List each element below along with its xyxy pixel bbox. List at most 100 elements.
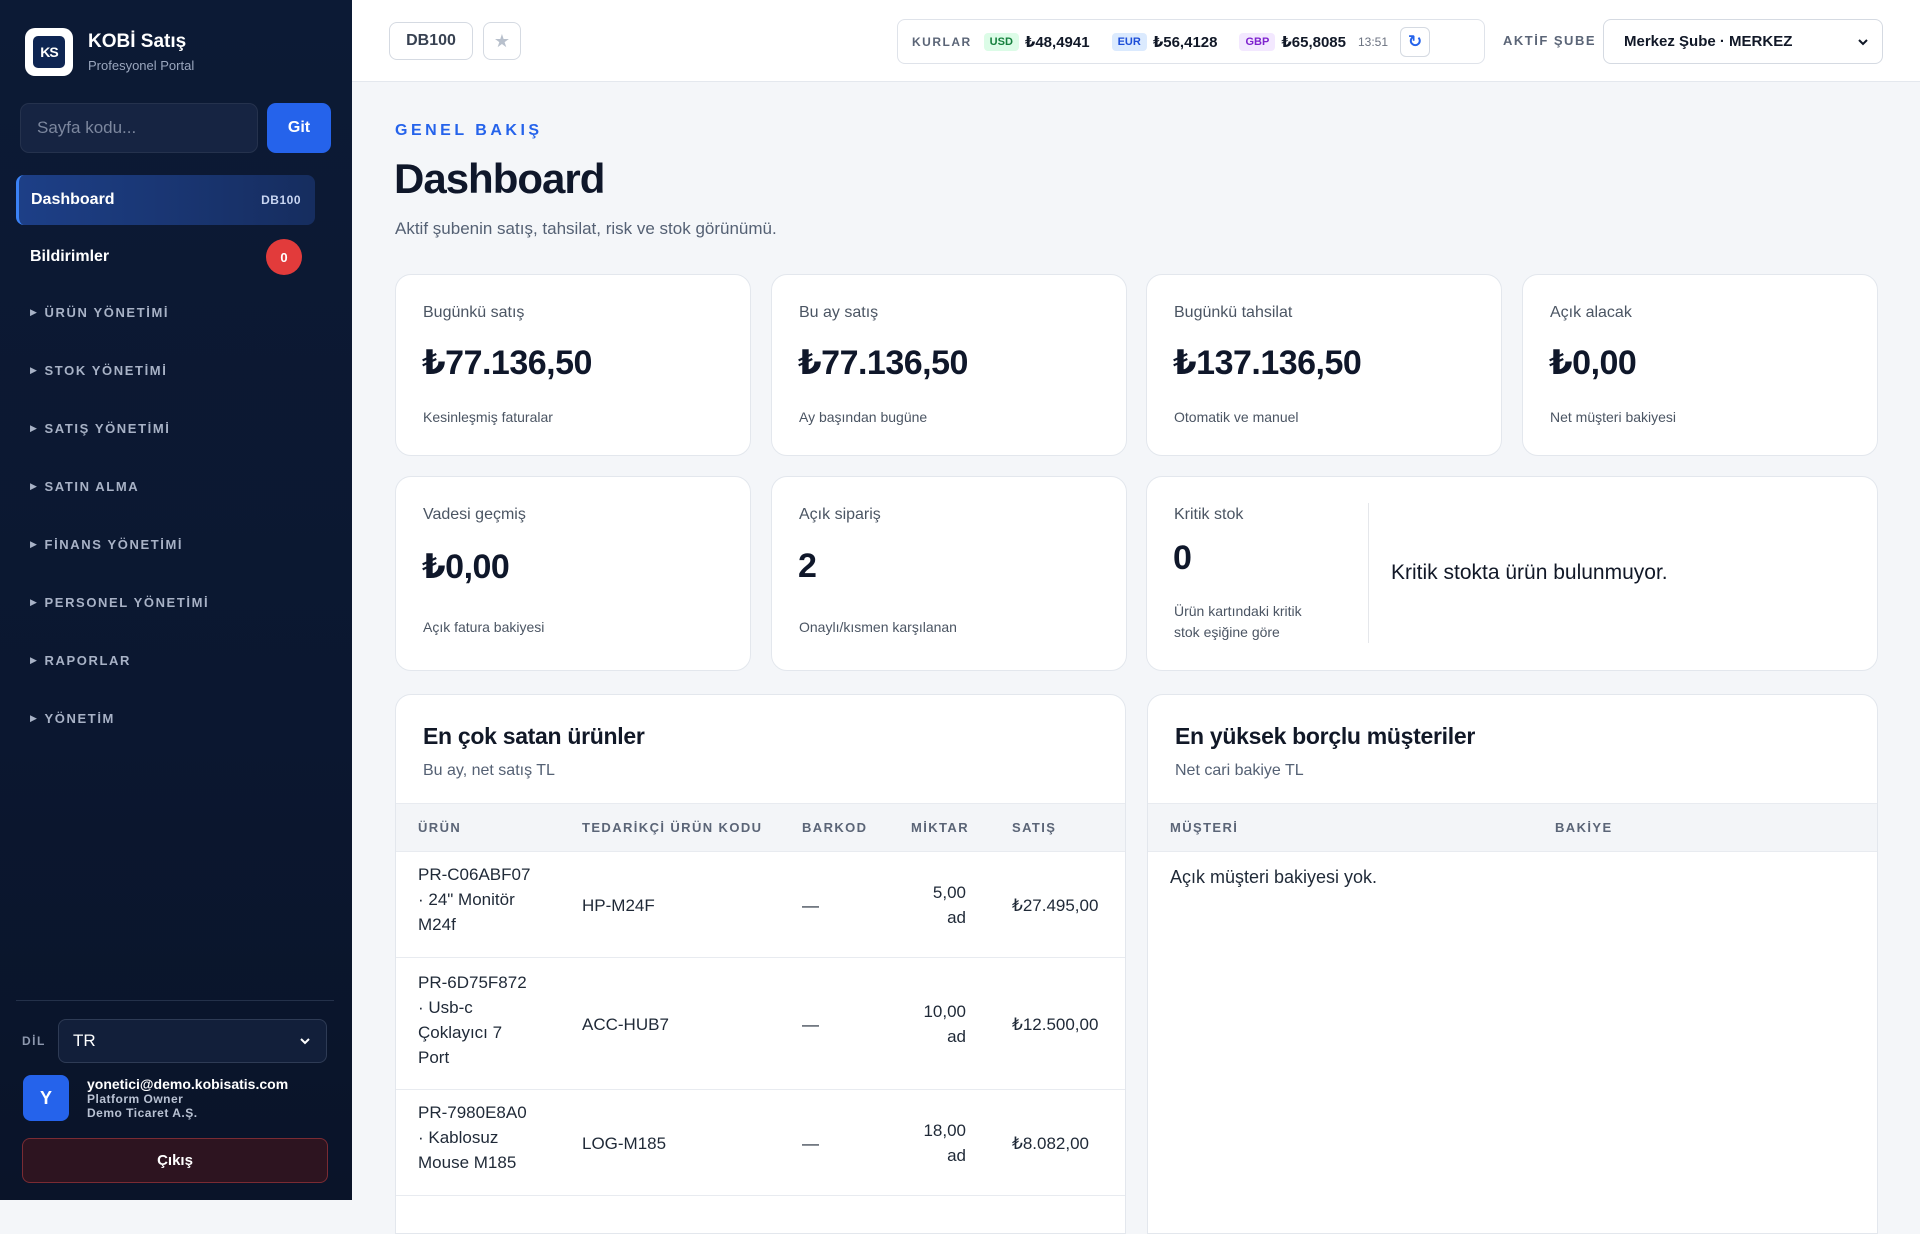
page-title: Dashboard — [394, 155, 605, 202]
page-code-badge: DB100 — [389, 22, 473, 60]
column-header[interactable]: ÜRÜN — [418, 820, 462, 835]
sidebar-section-purchasing[interactable]: ▶ SATIN ALMA — [30, 479, 139, 494]
kpi-subtext: Ay başından bugüne — [799, 409, 928, 425]
table-row[interactable]: PR-7980E8A0 · Kablosuz Mouse M185 LOG-M1… — [396, 1090, 1125, 1196]
product-line: PR-7980E8A0 — [418, 1103, 527, 1122]
refresh-rates-button[interactable]: ↻ — [1400, 26, 1431, 57]
caret-right-icon: ▶ — [30, 423, 39, 433]
page-code-input[interactable] — [20, 103, 258, 153]
language-select[interactable]: TR — [58, 1019, 327, 1063]
column-header[interactable]: TEDARİKÇİ ÜRÜN KODU — [582, 820, 763, 835]
page-kicker: GENEL BAKIŞ — [395, 122, 543, 139]
caret-right-icon: ▶ — [30, 539, 39, 549]
sidebar-item-dashboard[interactable]: Dashboard DB100 — [16, 175, 315, 225]
sidebar: KS KOBİ Satış Profesyonel Portal Git Das… — [0, 0, 352, 1200]
sales-cell: ₺12.500,00 — [1012, 1015, 1099, 1034]
kpi-value: ₺0,00 — [1549, 344, 1637, 382]
column-header[interactable]: MİKTAR — [911, 820, 969, 835]
top-debtors-panel: En yüksek borçlu müşteriler Net cari bak… — [1147, 694, 1878, 1234]
avatar: Y — [23, 1075, 69, 1121]
kpi-label: Kritik stok — [1174, 506, 1244, 523]
kpi-subtext: Ürün kartındaki kritik — [1174, 603, 1302, 619]
notification-count-badge: 0 — [266, 239, 302, 275]
caret-right-icon: ▶ — [30, 713, 39, 723]
favorite-button[interactable]: ★ — [483, 22, 521, 60]
kpi-value: ₺137.136,50 — [1173, 344, 1362, 382]
logout-button[interactable]: Çıkış — [22, 1138, 328, 1183]
kpi-label: Bugünkü satış — [423, 304, 525, 321]
quantity-value: 10,00 — [923, 1002, 966, 1021]
kpi-label: Bu ay satış — [799, 304, 879, 321]
user-profile[interactable]: Y yonetici@demo.kobisatis.com Platform O… — [23, 1075, 288, 1121]
product-cell: PR-6D75F872 · Usb-c Çoklayıcı 7 Port — [418, 970, 527, 1070]
sidebar-section-administration[interactable]: ▶ YÖNETİM — [30, 711, 115, 726]
product-line: · 24" Monitör — [418, 890, 515, 909]
column-header[interactable]: BARKOD — [802, 820, 868, 835]
rate-value: ₺48,4941 — [1024, 33, 1090, 51]
column-header[interactable]: BAKİYE — [1555, 820, 1613, 835]
caret-right-icon: ▶ — [30, 597, 39, 607]
barcode-cell: — — [802, 1015, 819, 1034]
sidebar-item-notifications[interactable]: Bildirimler 0 — [30, 239, 302, 275]
kpi-subtext: Kesinleşmiş faturalar — [423, 409, 553, 425]
page-description: Aktif şubenin satış, tahsilat, risk ve s… — [395, 219, 777, 238]
go-button[interactable]: Git — [267, 103, 331, 153]
kpi-subtext: Net müşteri bakiyesi — [1550, 409, 1677, 425]
product-line: PR-C06ABF07 — [418, 865, 531, 884]
table-row[interactable]: PR-6D75F872 · Usb-c Çoklayıcı 7 Port ACC… — [396, 958, 1125, 1090]
sidebar-section-sales-management[interactable]: ▶ SATIŞ YÖNETİMİ — [30, 421, 170, 436]
table-row[interactable]: PR-C06ABF07 · 24" Monitör M24f HP-M24F —… — [396, 852, 1125, 958]
kpi-subtext: Onaylı/kısmen karşılanan — [799, 619, 957, 635]
sidebar-section-product-management[interactable]: ▶ ÜRÜN YÖNETİMİ — [30, 305, 169, 320]
product-cell: PR-C06ABF07 · 24" Monitör M24f — [418, 862, 530, 937]
critical-stock-message: Kritik stokta ürün bulunmuyor. — [1391, 561, 1668, 584]
kpi-value: ₺77.136,50 — [798, 344, 968, 382]
rates-time: 13:51 — [1358, 34, 1389, 49]
kpi-card-month-sales: Bu ay satış ₺77.136,50 Ay başından bugün… — [771, 274, 1127, 456]
user-role: Platform Owner — [87, 1092, 184, 1106]
product-line: PR-6D75F872 — [418, 973, 527, 992]
supplier-code-cell: LOG-M185 — [582, 1134, 667, 1153]
star-icon: ★ — [493, 30, 511, 51]
page-code-search: Git — [20, 103, 331, 153]
product-cell: PR-7980E8A0 · Kablosuz Mouse M185 — [418, 1100, 527, 1175]
empty-state-message: Açık müşteri bakiyesi yok. — [1170, 867, 1378, 887]
quantity-value: 5,00 — [932, 883, 966, 902]
table-header: ÜRÜN TEDARİKÇİ ÜRÜN KODU BARKOD MİKTAR S… — [396, 803, 1125, 852]
sidebar-section-finance-management[interactable]: ▶ FİNANS YÖNETİMİ — [30, 537, 183, 552]
sidebar-section-label: STOK YÖNETİMİ — [44, 363, 168, 378]
kpi-card-critical-stock: Kritik stok 0 Ürün kartındaki kritik sto… — [1146, 476, 1878, 671]
kpi-label: Açık sipariş — [799, 506, 881, 523]
column-header[interactable]: SATIŞ — [1012, 820, 1057, 835]
sidebar-section-reports[interactable]: ▶ RAPORLAR — [30, 653, 131, 668]
sidebar-section-label: PERSONEL YÖNETİMİ — [44, 595, 210, 610]
column-header[interactable]: MÜŞTERİ — [1170, 820, 1239, 835]
branch-select[interactable]: Merkez Şube · MERKEZ — [1603, 19, 1883, 64]
sidebar-section-personnel-management[interactable]: ▶ PERSONEL YÖNETİMİ — [30, 595, 209, 610]
currency-code: GBP — [1239, 32, 1276, 51]
language-label: DİL — [22, 1034, 46, 1048]
caret-right-icon: ▶ — [30, 365, 39, 375]
sidebar-section-label: ÜRÜN YÖNETİMİ — [44, 305, 170, 320]
product-line: M24f — [418, 915, 456, 934]
sidebar-section-stock-management[interactable]: ▶ STOK YÖNETİMİ — [30, 363, 167, 378]
card-divider — [1368, 503, 1369, 643]
top-products-panel: En çok satan ürünler Bu ay, net satış TL… — [395, 694, 1126, 1234]
product-line: Mouse M185 — [418, 1153, 517, 1172]
language-value: TR — [73, 1031, 96, 1050]
sales-cell: ₺27.495,00 — [1012, 896, 1099, 915]
table-header: MÜŞTERİ BAKİYE — [1148, 803, 1877, 852]
kpi-card-overdue: Vadesi geçmiş ₺0,00 Açık fatura bakiyesi — [395, 476, 751, 671]
kpi-value: ₺0,00 — [422, 548, 510, 586]
sidebar-divider — [16, 1000, 334, 1001]
chevron-down-icon — [1858, 38, 1868, 45]
sidebar-item-label: Bildirimler — [30, 248, 110, 265]
kpi-value: 0 — [1173, 539, 1192, 577]
kpi-value: 2 — [798, 547, 817, 585]
supplier-code-cell: HP-M24F — [582, 896, 655, 915]
kpi-subtext: stok eşiğine göre — [1174, 624, 1280, 640]
brand[interactable]: KS KOBİ Satış Profesyonel Portal — [25, 28, 194, 76]
rates-label: KURLAR — [912, 34, 972, 49]
sidebar-section-label: SATIN ALMA — [44, 479, 140, 494]
product-line: Port — [418, 1048, 450, 1067]
